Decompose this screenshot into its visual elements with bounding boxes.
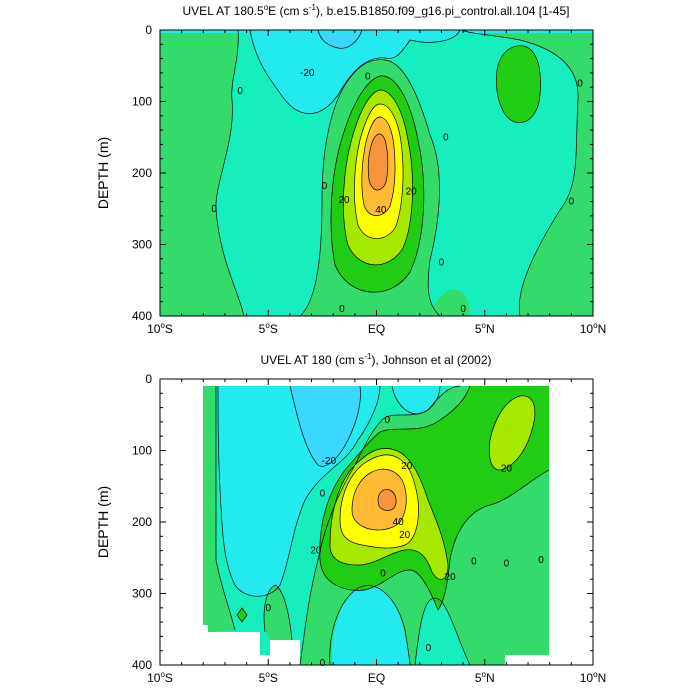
bottom-y-tick-label: 300 <box>132 587 152 601</box>
top-y-tick-label: 200 <box>132 166 152 180</box>
bottom-x-tick-label: EQ <box>368 671 385 685</box>
top-band-east-core <box>496 45 541 123</box>
top-band-0-10-southeast <box>430 289 470 316</box>
bottom-contour-label: 20 <box>445 572 457 583</box>
top-contour-label: 0 <box>339 304 345 315</box>
bottom-mask-sw <box>203 625 300 665</box>
bottom-x-tick-label: 5oS <box>259 670 278 685</box>
bottom-contour-label: 0 <box>471 556 477 567</box>
top-x-tick-label: 5oS <box>259 321 278 336</box>
top-x-tick-label: 5oN <box>475 321 495 336</box>
bottom-contour-label: 0 <box>320 488 326 499</box>
bottom-contour-label: 20 <box>401 461 413 472</box>
top-contour-label: 40 <box>375 205 387 216</box>
top-contour-label: 20 <box>406 187 418 198</box>
bottom-band-m20-m10-ne <box>392 386 440 414</box>
bottom-contour-label: 0 <box>320 658 326 669</box>
top-y-tick-label: 100 <box>132 95 152 109</box>
bottom-band-0-10-sw <box>203 386 235 632</box>
bottom-mask-se <box>505 655 549 665</box>
bottom-band-20-30-ne <box>489 395 535 470</box>
top-contour-lines <box>215 30 579 316</box>
bottom-contour-label: -20 <box>322 456 337 467</box>
top-contour-label: 0 <box>443 132 449 143</box>
bottom-contour-label: 0 <box>504 558 510 569</box>
bottom-contour-label: 0 <box>385 415 391 426</box>
bottom-contour-label: 20 <box>310 546 322 557</box>
top-contour-label: 0 <box>211 204 217 215</box>
bottom-band-m30-m20-west <box>290 386 361 467</box>
bottom-contour-label: 0 <box>426 643 432 654</box>
bottom-panel: UVEL AT 180 (cm s-1), Johnson et al (200… <box>95 352 606 685</box>
top-x-tick-label: 10oS <box>147 321 173 336</box>
top-x-tick-label: 10oN <box>580 321 606 336</box>
top-y-tick-label: 400 <box>132 309 152 323</box>
bottom-title: UVEL AT 180 (cm s-1), Johnson et al (200… <box>260 352 491 367</box>
top-contour-label-layer: -20 0 0 0 0 20 40 20 0 0 0 0 0 0 <box>211 68 583 315</box>
top-contour-label: 20 <box>338 195 350 206</box>
top-contour-label: 0 <box>439 257 445 268</box>
top-band-0-10-east <box>462 30 593 316</box>
top-contour-label: -20 <box>300 68 315 79</box>
bottom-x-tick-label: 10oS <box>147 670 173 685</box>
top-axis-ticks <box>159 29 594 317</box>
top-y-tick-label: 0 <box>145 23 152 37</box>
top-contour-label: 0 <box>322 181 328 192</box>
bottom-contour-label: 0 <box>380 568 386 579</box>
top-contour-label: 0 <box>365 71 371 82</box>
bottom-contour-lines <box>215 385 550 665</box>
bottom-contour-label: 0 <box>265 603 271 614</box>
bottom-x-tick-label: 10oN <box>580 670 606 685</box>
bottom-y-tick-label: 200 <box>132 515 152 529</box>
top-panel: UVEL AT 180.5oE (cm s-1), b.e15.B1850.f0… <box>95 3 606 336</box>
top-ylabel: DEPTH (m) <box>95 137 111 209</box>
bottom-contour-field <box>160 379 593 665</box>
bottom-band-above-50 <box>378 489 397 511</box>
top-band-0-10-west <box>160 30 244 316</box>
bottom-contour-label: 20 <box>501 463 513 474</box>
bottom-y-tick-label: 400 <box>132 658 152 672</box>
top-contour-label: 0 <box>237 86 243 97</box>
bottom-contour-label: 40 <box>393 517 405 528</box>
top-band-m20-m10-north <box>250 30 460 114</box>
bottom-contour-label: 20 <box>399 530 411 541</box>
bottom-mask-west <box>160 379 203 665</box>
bottom-contour-label-layer: -20 20 20 0 0 20 40 20 20 0 0 0 0 0 0 0 <box>265 415 544 669</box>
bottom-axis-ticks <box>159 378 594 666</box>
bottom-y-tick-labels: 0 100 200 300 400 <box>132 372 152 672</box>
top-y-tick-labels: 0 100 200 300 400 <box>132 23 152 323</box>
bottom-y-tick-label: 100 <box>132 444 152 458</box>
bottom-x-tick-labels: 10oS 5oS EQ 5oN 10oN <box>147 670 606 685</box>
top-contour-label: 0 <box>569 197 575 208</box>
bottom-band-sw-tongue <box>264 585 292 640</box>
bottom-x-tick-label: 5oN <box>475 670 495 685</box>
top-contour-label: 0 <box>577 79 583 90</box>
top-y-tick-label: 300 <box>132 238 152 252</box>
bottom-mask-east <box>549 379 593 665</box>
top-band-m30-m20 <box>318 30 362 49</box>
bottom-ylabel: DEPTH (m) <box>95 486 111 558</box>
top-x-tick-labels: 10oS 5oS EQ 5oN 10oN <box>147 321 606 336</box>
top-contour-field <box>160 30 593 316</box>
bottom-y-tick-label: 0 <box>145 372 152 386</box>
top-x-tick-label: EQ <box>368 322 385 336</box>
top-contour-label: 0 <box>460 304 466 315</box>
top-title: UVEL AT 180.5oE (cm s-1), b.e15.B1850.f0… <box>183 3 570 18</box>
bottom-contour-label: 0 <box>538 555 544 566</box>
top-band-above-50 <box>368 134 388 191</box>
bottom-band-m20-m10-south <box>329 585 410 665</box>
